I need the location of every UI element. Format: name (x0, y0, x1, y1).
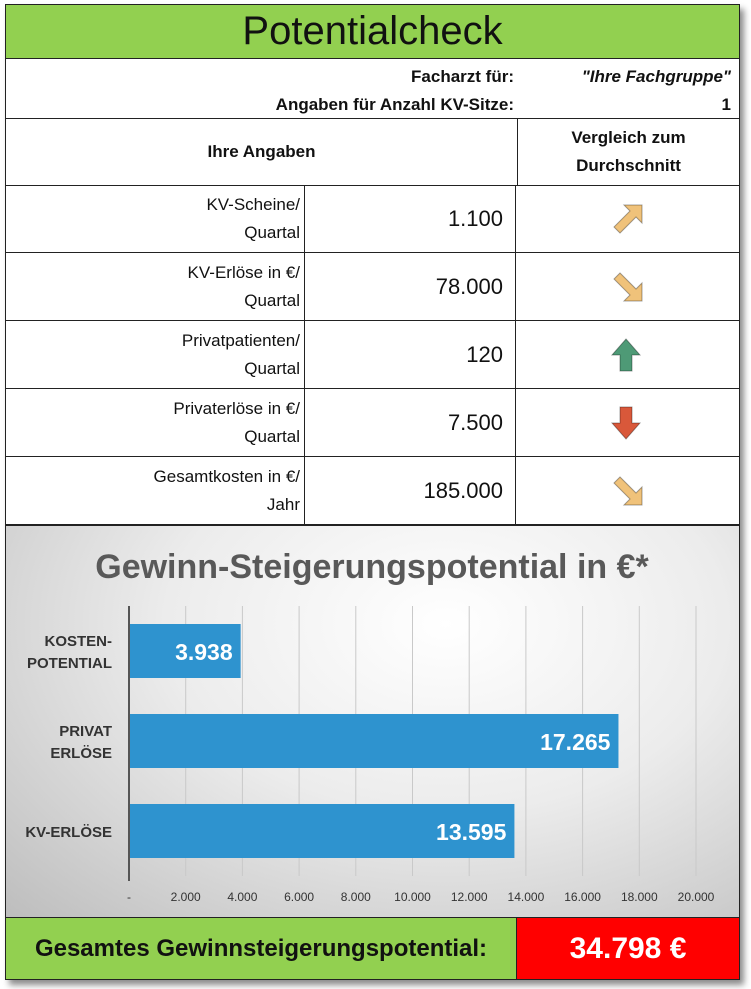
table-row: KV-Erlöse in €/ Quartal 78.000 (6, 253, 739, 321)
row-label-line1: Privaterlöse in €/ (173, 399, 300, 418)
comparison-cell (517, 457, 739, 524)
facharzt-label: Facharzt für: (411, 67, 514, 86)
category-label: KOSTEN- (45, 633, 113, 650)
row-label: KV-Erlöse in €/ Quartal (6, 253, 305, 320)
x-tick-label: 18.000 (621, 890, 658, 904)
category-label: ERLÖSE (50, 745, 112, 762)
row-label: Privatpatienten/Quartal (6, 321, 305, 388)
row-label-line1: Gesamtkosten in €/ (153, 467, 300, 486)
x-tick-label: - (127, 890, 131, 904)
bar (130, 804, 515, 858)
x-tick-label: 2.000 (171, 890, 201, 904)
x-tick-label: 4.000 (227, 890, 257, 904)
facharzt-row: Facharzt für: "Ihre Fachgruppe" (6, 63, 739, 91)
comparison-cell (517, 321, 739, 388)
row-value-input[interactable]: 120 (306, 321, 516, 388)
row-label-line2: Quartal (244, 291, 300, 310)
facharzt-value[interactable]: "Ihre Fachgruppe" (581, 67, 731, 86)
x-tick-label: 10.000 (394, 890, 431, 904)
row-value-input[interactable]: 1.100 (306, 185, 516, 252)
x-tick-label: 6.000 (284, 890, 314, 904)
row-label-line2: Jahr (266, 495, 300, 514)
x-tick-label: 12.000 (451, 890, 488, 904)
row-label-line2: Quartal (244, 427, 300, 446)
table-row: Privatpatienten/Quartal 120 (6, 321, 739, 389)
header-vergleich-line1: Vergleich zum (571, 128, 686, 147)
title-bar: Potentialcheck (6, 5, 739, 59)
x-tick-label: 14.000 (508, 890, 545, 904)
row-label: KV-Scheine/Quartal (6, 185, 305, 252)
header-ihre-angaben-label: Ihre Angaben (207, 142, 316, 161)
comparison-cell (517, 389, 739, 456)
header-ihre-angaben: Ihre Angaben (6, 118, 518, 186)
footer: Gesamtes Gewinnsteigerungspotential: 34.… (6, 917, 739, 979)
arrow-down-right-icon (613, 475, 643, 505)
bar-value-label: 17.265 (540, 729, 611, 755)
row-label-line2: Quartal (244, 359, 300, 378)
category-label: KV-ERLÖSE (25, 824, 112, 841)
row-label: Gesamtkosten in €/ Jahr (6, 457, 305, 524)
bar-chart: Gewinn-Steigerungspotential in €* - 2.000 4… (25, 548, 715, 904)
arrow-down-icon (610, 406, 642, 440)
category-label: POTENTIAL (27, 655, 112, 672)
table-row: Privaterlöse in €/ Quartal 7.500 (6, 389, 739, 457)
kv-sitze-row: Angaben für Anzahl KV-Sitze: 1 (6, 91, 739, 119)
row-value-input[interactable]: 78.000 (306, 253, 516, 320)
row-label-line1: Privatpatienten/ (181, 331, 300, 350)
x-tick-label: 20.000 (678, 890, 715, 904)
total-potential-label: Gesamtes Gewinnsteigerungspotential: (6, 918, 517, 979)
header-vergleich-line2: Durchschnitt (576, 156, 681, 175)
arrow-down-right-icon (613, 271, 643, 301)
comparison-cell (517, 185, 739, 252)
row-label-line1: KV-Scheine/ (206, 195, 300, 214)
arrow-up-right-icon (613, 204, 643, 234)
bar-value-label: 13.595 (436, 819, 507, 845)
row-label-line2: Quartal (244, 223, 300, 242)
arrow-up-icon (610, 337, 642, 371)
header-vergleich: Vergleich zum Durchschnitt (518, 118, 739, 186)
bar-value-label: 3.938 (175, 639, 233, 665)
chart-title: Gewinn-Steigerungspotential in €* (95, 548, 649, 586)
bar (130, 714, 619, 768)
category-label: PRIVAT (59, 723, 112, 740)
chart-area: Gewinn-Steigerungspotential in €* - 2.000 4… (6, 525, 739, 918)
row-label: Privaterlöse in €/ Quartal (6, 389, 305, 456)
row-value-input[interactable]: 7.500 (306, 389, 516, 456)
total-potential-value: 34.798 € (517, 918, 739, 979)
x-tick-label: 16.000 (564, 890, 601, 904)
row-value-input[interactable]: 185.000 (306, 457, 516, 524)
table-row: KV-Scheine/Quartal 1.100 (6, 185, 739, 253)
potentialcheck-sheet: Potentialcheck Facharzt für: "Ihre Fachg… (5, 4, 740, 980)
comparison-cell (517, 253, 739, 320)
kv-sitze-value[interactable]: 1 (721, 95, 731, 114)
table-row: Gesamtkosten in €/ Jahr 185.000 (6, 457, 739, 525)
x-tick-label: 8.000 (341, 890, 371, 904)
page-title: Potentialcheck (242, 9, 503, 53)
row-label-line1: KV-Erlöse in €/ (187, 263, 300, 282)
kv-sitze-label: Angaben für Anzahl KV-Sitze: (275, 95, 514, 114)
bar (130, 624, 241, 678)
